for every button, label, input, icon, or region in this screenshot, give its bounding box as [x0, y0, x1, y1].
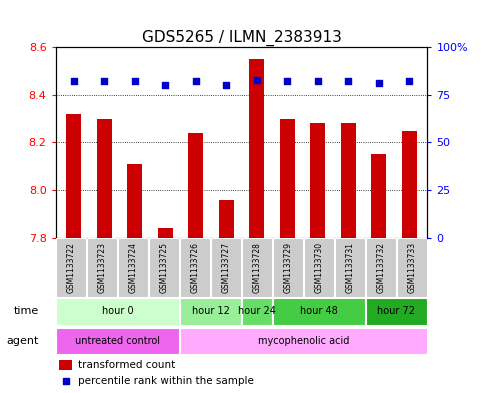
Bar [242, 298, 271, 325]
Text: untreated control: untreated control [75, 336, 160, 346]
Bar [280, 119, 295, 238]
Point [100, 78, 108, 84]
Point [405, 78, 413, 84]
Bar [310, 123, 326, 238]
Bar [304, 238, 334, 297]
Bar [181, 298, 241, 325]
Point [375, 80, 383, 86]
Bar [181, 238, 210, 297]
Point [314, 78, 322, 84]
Text: GSM1133722: GSM1133722 [67, 242, 75, 293]
Text: hour 12: hour 12 [192, 307, 229, 316]
Text: GSM1133726: GSM1133726 [190, 242, 199, 293]
Text: time: time [13, 307, 39, 316]
Bar [335, 238, 365, 297]
Bar [188, 133, 203, 238]
Text: GSM1133733: GSM1133733 [408, 242, 416, 293]
Text: GSM1133727: GSM1133727 [222, 242, 230, 293]
Bar [242, 238, 271, 297]
Bar [398, 238, 426, 297]
Text: hour 72: hour 72 [377, 307, 415, 316]
Text: GSM1133731: GSM1133731 [345, 242, 355, 293]
Bar [57, 238, 85, 297]
Point [192, 78, 199, 84]
Point [70, 78, 78, 84]
Text: GSM1133728: GSM1133728 [253, 242, 261, 293]
Bar [181, 328, 426, 354]
Text: GSM1133729: GSM1133729 [284, 242, 293, 293]
Bar [367, 238, 396, 297]
Bar [118, 238, 148, 297]
Text: GSM1133732: GSM1133732 [376, 242, 385, 293]
Text: GSM1133723: GSM1133723 [98, 242, 107, 293]
Text: hour 48: hour 48 [300, 307, 338, 316]
Point [253, 76, 261, 83]
Bar [66, 114, 82, 238]
Bar [401, 130, 417, 238]
Bar [367, 298, 426, 325]
Text: transformed count: transformed count [78, 360, 175, 370]
Point [131, 78, 139, 84]
Bar [87, 238, 116, 297]
Bar [341, 123, 356, 238]
Text: GSM1133724: GSM1133724 [128, 242, 138, 293]
Bar [97, 119, 112, 238]
Bar [219, 200, 234, 238]
Bar [212, 238, 241, 297]
Bar [273, 298, 365, 325]
Bar [57, 328, 179, 354]
Title: GDS5265 / ILMN_2383913: GDS5265 / ILMN_2383913 [142, 29, 341, 46]
Bar [127, 164, 142, 238]
Point [62, 378, 70, 384]
Bar [149, 238, 179, 297]
Text: agent: agent [6, 336, 39, 346]
Point [344, 78, 352, 84]
Point [222, 82, 230, 88]
Text: hour 24: hour 24 [238, 307, 276, 316]
Text: mycophenolic acid: mycophenolic acid [258, 336, 349, 346]
Text: hour 0: hour 0 [102, 307, 133, 316]
Point [284, 78, 291, 84]
Bar [273, 238, 302, 297]
Text: percentile rank within the sample: percentile rank within the sample [78, 376, 254, 386]
Text: GSM1133730: GSM1133730 [314, 242, 324, 293]
Bar [59, 360, 72, 370]
Text: GSM1133725: GSM1133725 [159, 242, 169, 293]
Bar [371, 154, 386, 238]
Bar [157, 228, 173, 238]
Bar [249, 59, 264, 238]
Point [161, 82, 169, 88]
Bar [57, 298, 179, 325]
